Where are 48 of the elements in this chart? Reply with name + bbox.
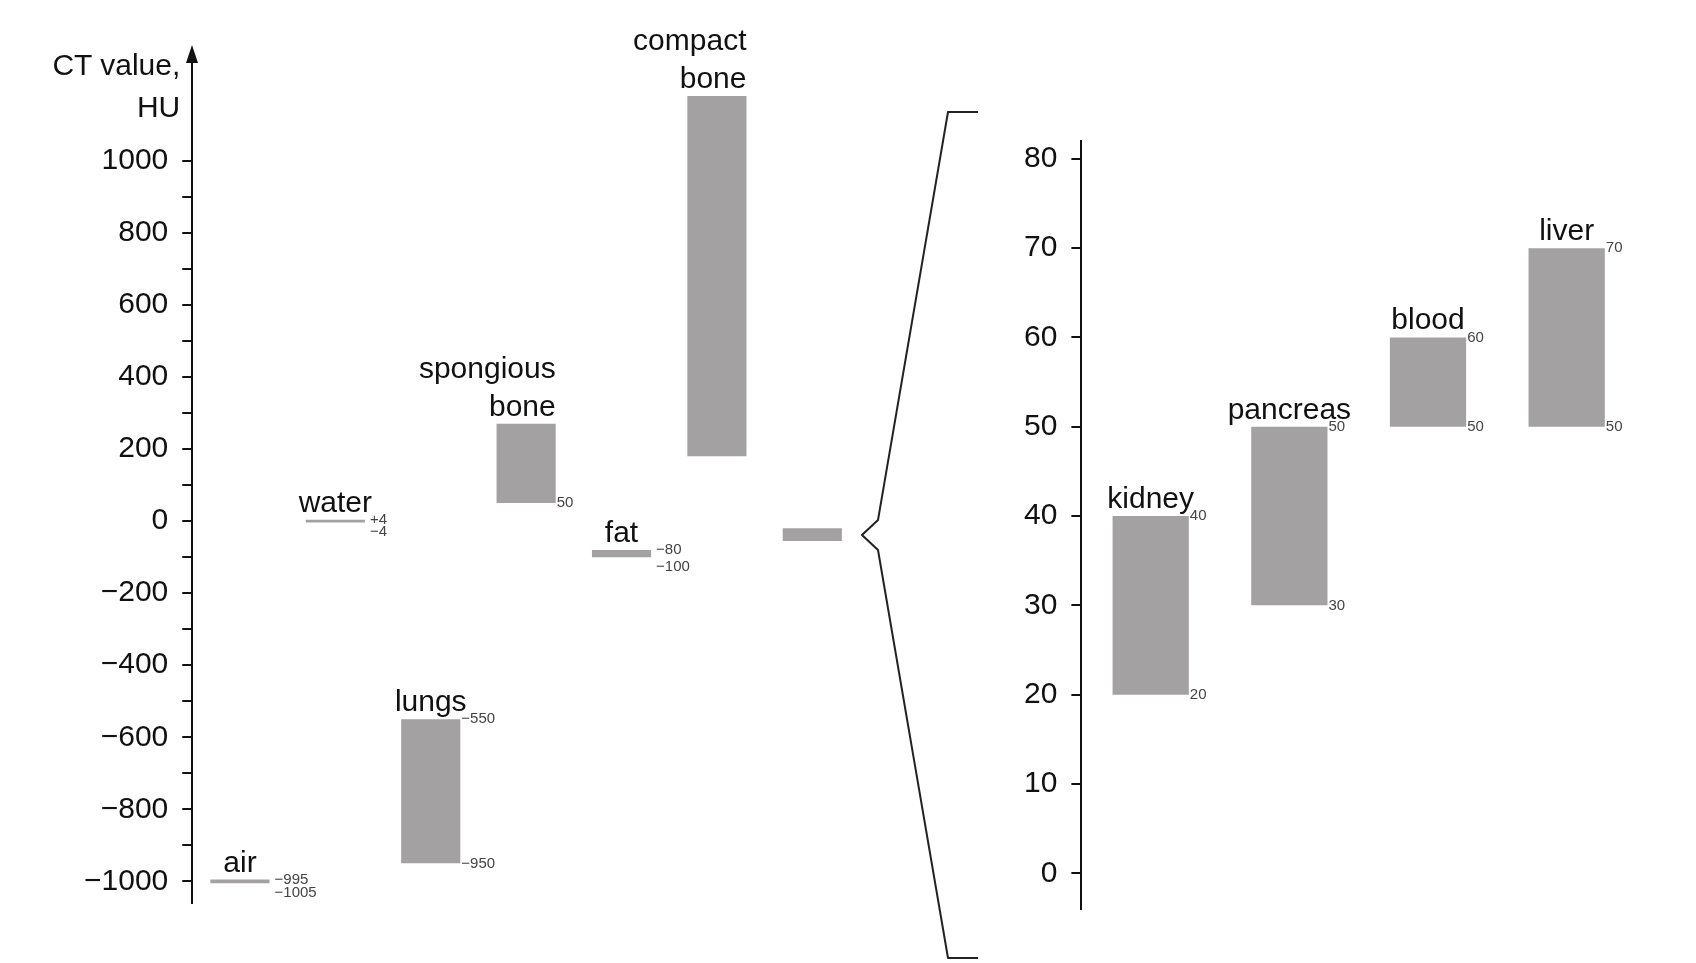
y-tick-label: 400 — [118, 358, 169, 392]
bar — [782, 528, 842, 541]
bar — [1528, 248, 1605, 427]
y-tick-label: 1000 — [101, 142, 169, 176]
x-tick-label: spongious bone — [418, 350, 556, 422]
annotation: −100 — [656, 556, 690, 574]
bar — [687, 96, 747, 457]
x-tick-label: compact bone — [633, 23, 748, 95]
y-tick-label: 70 — [1023, 229, 1058, 263]
y-tick-label: 60 — [1023, 318, 1058, 352]
bar — [305, 519, 365, 523]
y-tick-label: −800 — [100, 790, 169, 824]
y-tick-label: 50 — [1023, 408, 1058, 442]
y-tick-label: 0 — [1040, 854, 1058, 888]
annotation: −995 — [274, 869, 309, 887]
y-tick-label: 0 — [151, 502, 169, 536]
x-tick-label: blood — [1391, 302, 1465, 336]
annotation: 70 — [1605, 238, 1623, 256]
y-tick-label: 10 — [1023, 765, 1058, 799]
annotation: 30 — [1328, 595, 1346, 613]
bar — [401, 719, 461, 864]
y-tick-label: −600 — [100, 718, 169, 752]
bar — [1112, 516, 1189, 695]
y-tick-label: −1000 — [83, 862, 169, 896]
annotation: 50 — [1467, 416, 1484, 434]
y-axis-title: CT value, HU — [52, 48, 181, 124]
bar — [1251, 426, 1328, 606]
y-tick-label: 200 — [118, 430, 169, 464]
bar — [496, 423, 556, 504]
y-tick-label: 800 — [118, 214, 169, 248]
annotation: −950 — [461, 853, 496, 871]
y-tick-label: −200 — [100, 574, 169, 608]
x-tick-label: fat — [604, 514, 639, 548]
y-tick-label: 20 — [1023, 675, 1058, 709]
bar — [591, 549, 652, 558]
annotation: 50 — [556, 493, 574, 511]
y-tick-label: 80 — [1023, 140, 1058, 174]
annotation: 50 — [1605, 416, 1623, 434]
annotation: 20 — [1189, 684, 1207, 702]
x-tick-label: air — [223, 844, 257, 878]
y-tick-label: 600 — [118, 286, 169, 320]
y-tick-label: 30 — [1023, 586, 1058, 620]
bar — [1389, 337, 1467, 427]
y-tick-label: −400 — [100, 646, 169, 680]
x-tick-label: liver — [1539, 213, 1595, 247]
annotation: −80 — [656, 539, 682, 557]
annotation: 60 — [1467, 327, 1484, 345]
y-tick-label: 40 — [1023, 497, 1058, 531]
